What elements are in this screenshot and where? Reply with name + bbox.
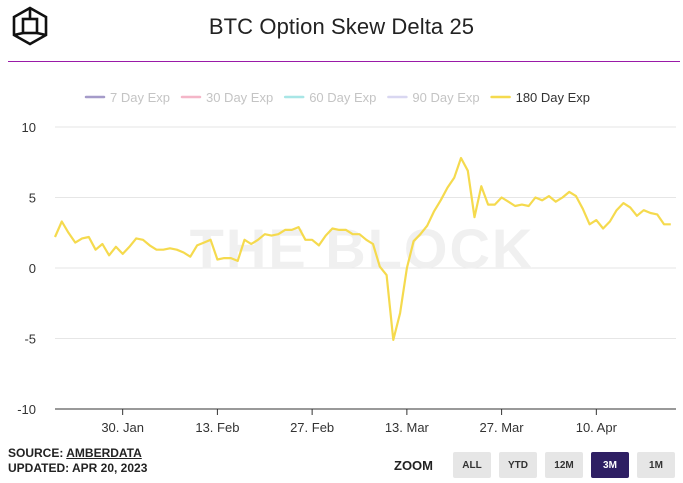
legend: 7 Day Exp 30 Day Exp 60 Day Exp 90 Day Exp 1… — [84, 90, 590, 105]
zoom-label: ZOOM — [394, 457, 433, 473]
legend-label: 180 Day Exp — [516, 90, 590, 105]
legend-item[interactable]: 90 Day Exp — [387, 90, 480, 105]
legend-item[interactable]: 180 Day Exp — [490, 90, 590, 105]
title-divider — [8, 61, 680, 62]
chart-title: BTC Option Skew Delta 25 — [208, 14, 475, 39]
zoom-3m-button[interactable]: 3M — [591, 452, 629, 478]
x-tick-label: 27. Feb — [290, 420, 334, 435]
y-axis: 10 5 0 -5 -10 — [17, 120, 36, 417]
the-block-logo-icon — [12, 6, 48, 46]
y-tick-label: -5 — [24, 332, 36, 347]
y-tick-label: -10 — [17, 402, 36, 417]
legend-item[interactable]: 7 Day Exp — [84, 90, 170, 105]
zoom-controls: ZOOM ALL YTD 12M 3M 1M — [394, 452, 675, 478]
x-tick-label: 13. Feb — [195, 420, 239, 435]
y-tick-label: 10 — [22, 120, 36, 135]
updated-date: UPDATED: APR 20, 2023 — [8, 461, 148, 475]
legend-label: 90 Day Exp — [412, 90, 479, 105]
source-label: SOURCE: — [8, 446, 67, 460]
zoom-all-button[interactable]: ALL — [453, 452, 491, 478]
series-line-180-day-exp — [53, 156, 671, 341]
legend-item[interactable]: 30 Day Exp — [180, 90, 273, 105]
legend-item[interactable]: 60 Day Exp — [283, 90, 376, 105]
legend-label: 7 Day Exp — [110, 90, 170, 105]
zoom-12m-button[interactable]: 12M — [545, 452, 583, 478]
legend-label: 30 Day Exp — [206, 90, 273, 105]
x-tick-label: 13. Mar — [385, 420, 430, 435]
source-link[interactable]: AMBERDATA — [66, 446, 142, 460]
source-footer: SOURCE: AMBERDATA UPDATED: APR 20, 2023 — [8, 446, 147, 476]
x-tick-label: 27. Mar — [480, 420, 525, 435]
zoom-1m-button[interactable]: 1M — [637, 452, 675, 478]
watermark: THE BLOCK — [190, 217, 535, 280]
legend-label: 60 Day Exp — [309, 90, 376, 105]
x-tick-label: 30. Jan — [101, 420, 144, 435]
y-tick-label: 0 — [29, 261, 36, 276]
gridlines — [55, 126, 676, 410]
y-tick-label: 5 — [29, 191, 36, 206]
plot-area — [53, 156, 671, 341]
zoom-ytd-button[interactable]: YTD — [499, 452, 537, 478]
line-chart: THE BLOCK 10 5 0 -5 -10 30. Jan 13. Feb 27. Fe… — [17, 90, 676, 435]
x-axis: 30. Jan 13. Feb 27. Feb 13. Mar 27. Mar 10. A… — [101, 409, 618, 435]
x-tick-label: 10. Apr — [576, 420, 618, 435]
